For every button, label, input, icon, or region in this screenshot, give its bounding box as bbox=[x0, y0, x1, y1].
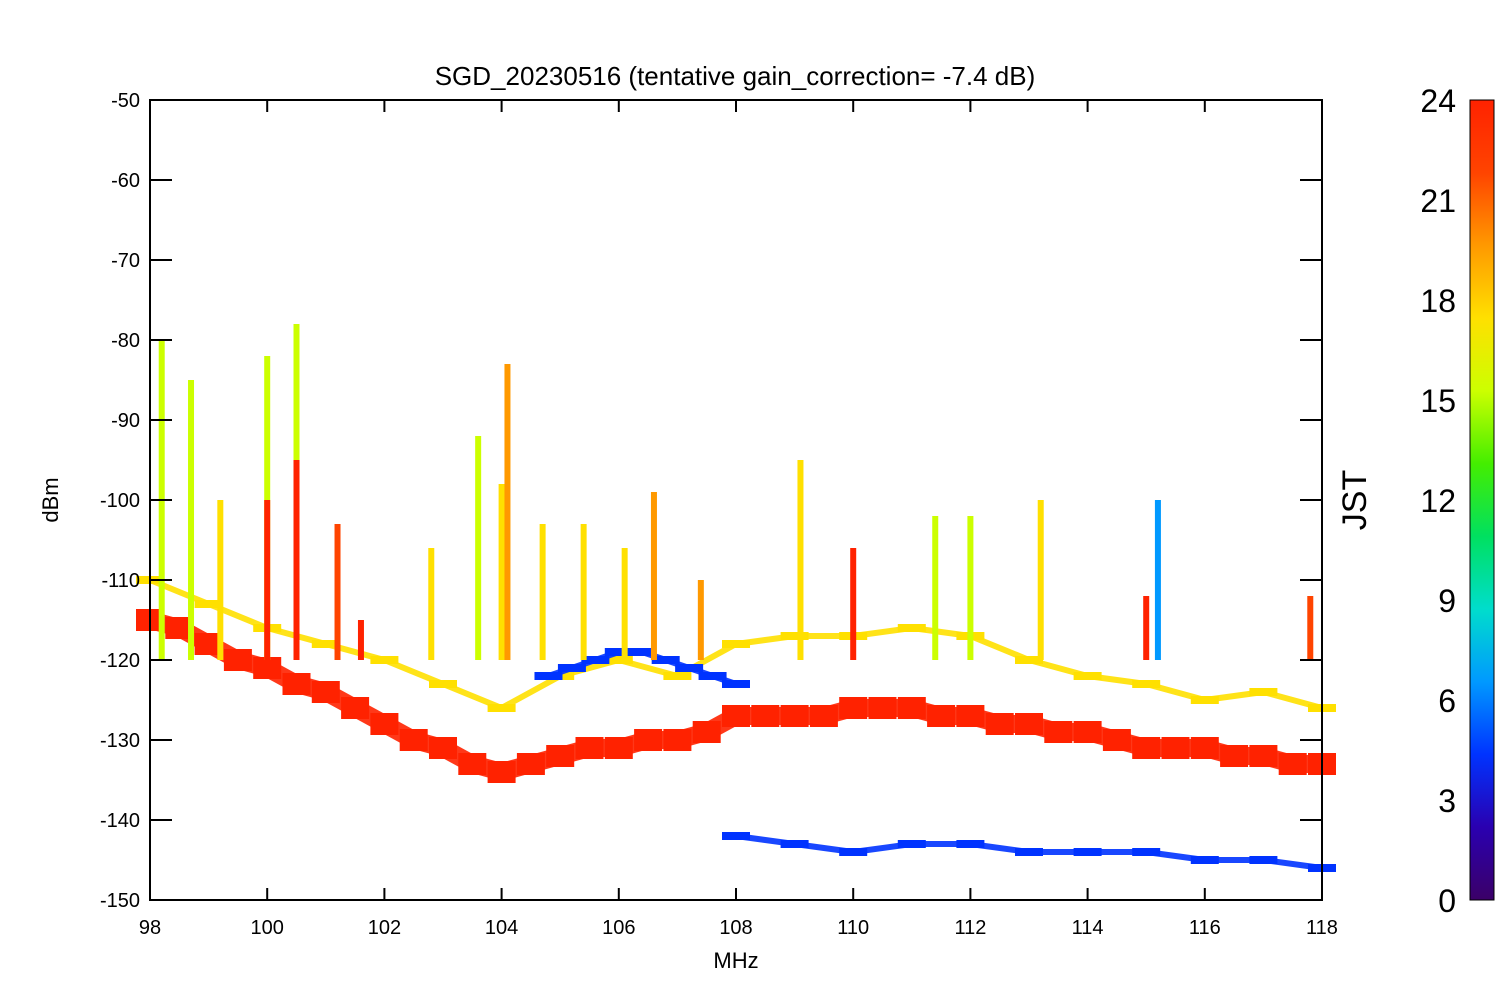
colorbar-title: JST bbox=[1336, 470, 1374, 530]
colorbar-tick-label: 0 bbox=[1438, 883, 1456, 919]
series-line bbox=[147, 611, 1322, 781]
colorbar-tick-label: 6 bbox=[1438, 683, 1456, 719]
colorbar-tick-label: 9 bbox=[1438, 583, 1456, 619]
y-tick-label: -80 bbox=[111, 330, 140, 352]
x-axis: 98 100 102 104 106 108 110 112 114 116 118 bbox=[139, 100, 1338, 939]
x-tick-label: 108 bbox=[719, 917, 752, 939]
x-tick-label: 100 bbox=[251, 917, 284, 939]
colorbar-tick-label: 3 bbox=[1438, 783, 1456, 819]
y-tick-label: -100 bbox=[100, 490, 140, 512]
colorbar-tick-label: 21 bbox=[1420, 183, 1456, 219]
colorbar bbox=[1469, 99, 1495, 901]
y-tick-label: -150 bbox=[100, 890, 140, 912]
x-tick-label: 110 bbox=[837, 917, 869, 939]
colorbar-ticks: 0 3 6 9 12 15 18 21 24 bbox=[1420, 83, 1456, 919]
x-tick-label: 112 bbox=[954, 917, 986, 939]
y-tick-label: -60 bbox=[111, 170, 140, 192]
x-tick-label: 106 bbox=[602, 917, 635, 939]
y-tick-label: -140 bbox=[100, 810, 140, 832]
series-line bbox=[735, 833, 1323, 871]
chart-title: SGD_20230516 (tentative gain_correction=… bbox=[435, 61, 1036, 91]
plot-frame bbox=[149, 99, 1323, 901]
x-tick-label: 104 bbox=[485, 917, 518, 939]
colorbar-tick-label: 15 bbox=[1420, 383, 1456, 419]
y-tick-label: -90 bbox=[111, 410, 140, 432]
y-tick-label: -130 bbox=[100, 730, 140, 752]
colorbar-tick-label: 18 bbox=[1420, 283, 1456, 319]
y-axis-title: dBm bbox=[38, 477, 63, 522]
colorbar-tick-label: 24 bbox=[1420, 83, 1456, 119]
data-marks bbox=[136, 324, 1336, 872]
y-tick-label: -120 bbox=[100, 650, 140, 672]
x-axis-title: MHz bbox=[713, 948, 758, 973]
y-tick-label: -110 bbox=[101, 570, 140, 592]
x-tick-label: 116 bbox=[1189, 917, 1221, 939]
colorbar-tick-label: 12 bbox=[1420, 483, 1456, 519]
y-tick-label: -70 bbox=[111, 250, 140, 272]
x-tick-label: 102 bbox=[368, 917, 401, 939]
y-tick-label: -50 bbox=[111, 90, 140, 112]
x-tick-label: 118 bbox=[1306, 917, 1338, 939]
x-tick-label: 114 bbox=[1072, 917, 1104, 939]
y-axis: -50 -60 -70 -80 -90 -100 -110 -120 -130 -140 -150 bbox=[100, 90, 1322, 912]
x-tick-label: 98 bbox=[139, 917, 161, 939]
series-line bbox=[547, 649, 737, 687]
series-line bbox=[148, 577, 1323, 711]
